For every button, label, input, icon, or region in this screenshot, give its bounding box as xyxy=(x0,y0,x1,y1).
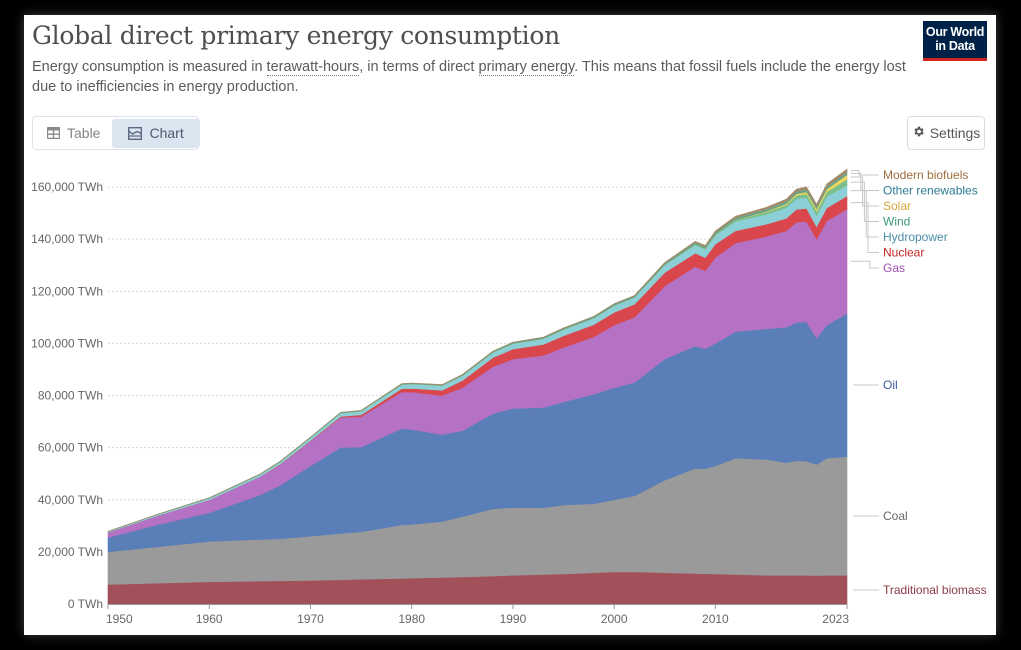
legend-label-oil: Oil xyxy=(883,378,898,392)
logo-line-2: in Data xyxy=(935,39,975,53)
y-tick-label: 140,000 TWh xyxy=(31,232,103,246)
legend-label-other-renewables: Other renewables xyxy=(883,184,978,198)
legend-connector-nuclear xyxy=(851,202,879,253)
legend-connector-other-renewables xyxy=(851,172,879,191)
settings-button[interactable]: Settings xyxy=(907,116,985,150)
x-tick-label: 1990 xyxy=(500,612,527,626)
legend-label-traditional-biomass: Traditional biomass xyxy=(883,583,987,597)
logo-line-1: Our World xyxy=(925,25,985,39)
legend-connector-modern-biofuels xyxy=(851,170,879,176)
x-tick-label: 1960 xyxy=(196,612,223,626)
x-tick-label: 2000 xyxy=(601,612,628,626)
area-modern-biofuels xyxy=(107,168,848,532)
view-tabs: Table Chart xyxy=(32,116,200,150)
y-tick-label: 60,000 TWh xyxy=(38,441,103,455)
settings-label: Settings xyxy=(929,125,981,141)
chart-icon xyxy=(128,126,143,140)
legend-label-solar: Solar xyxy=(883,199,911,213)
stacked-areas xyxy=(107,168,848,605)
tab-chart-label: Chart xyxy=(149,125,184,141)
y-tick-label: 100,000 TWh xyxy=(31,336,103,350)
x-tick-label: 1950 xyxy=(106,612,133,626)
legend-connector-wind xyxy=(851,181,879,222)
x-tick-label: 1970 xyxy=(297,612,324,626)
tab-chart[interactable]: Chart xyxy=(112,118,200,148)
legend-connector-gas xyxy=(851,260,879,269)
subtitle-text: , in terms of direct xyxy=(359,59,479,75)
y-tick-label: 160,000 TWh xyxy=(31,180,103,194)
chart-subtitle: Energy consumption is measured in terawa… xyxy=(32,57,912,97)
legend-label-gas: Gas xyxy=(883,261,905,275)
terawatt-hours-link[interactable]: terawatt-hours xyxy=(266,59,360,76)
x-tick-label: 2010 xyxy=(702,612,729,626)
legend-label-nuclear: Nuclear xyxy=(883,246,924,260)
legend-label-modern-biofuels: Modern biofuels xyxy=(883,168,968,182)
primary-energy-link[interactable]: primary energy xyxy=(478,59,575,76)
owid-logo[interactable]: Our World in Data xyxy=(923,21,987,61)
y-tick-label: 120,000 TWh xyxy=(31,284,103,298)
legend-connector-solar xyxy=(851,176,879,207)
area-chart: 0 TWh 20,000 TWh 40,000 TWh 60,000 TWh 80,00… xyxy=(31,168,987,626)
y-tick-label: 80,000 TWh xyxy=(38,389,103,403)
tab-table-label: Table xyxy=(67,125,101,141)
x-tick-label: 1980 xyxy=(398,612,425,626)
legend-label-wind: Wind xyxy=(883,215,910,229)
table-icon xyxy=(47,127,60,139)
y-tick-label: 40,000 TWh xyxy=(38,493,103,507)
subtitle-text: Energy consumption is measured in xyxy=(32,59,267,75)
tab-table[interactable]: Table xyxy=(35,119,112,148)
page-title: Global direct primary energy consumption xyxy=(32,21,560,50)
legend-label-coal: Coal xyxy=(883,509,908,523)
y-axis: 0 TWh 20,000 TWh 40,000 TWh 60,000 TWh 80,00… xyxy=(31,180,103,611)
chart-card: Global direct primary energy consumption… xyxy=(24,15,996,635)
legend-connector-hydropower xyxy=(851,190,879,238)
x-axis: 1950 1960 1970 1980 1990 2000 2010 2023 xyxy=(106,604,849,626)
legend-label-hydropower: Hydropower xyxy=(883,230,948,244)
y-tick-label: 20,000 TWh xyxy=(38,545,103,559)
y-tick-label: 0 TWh xyxy=(68,597,103,611)
gear-icon xyxy=(912,125,925,141)
x-tick-label: 2023 xyxy=(822,612,849,626)
subtitle-text: . This means that fossil fuels include t… xyxy=(32,59,906,95)
